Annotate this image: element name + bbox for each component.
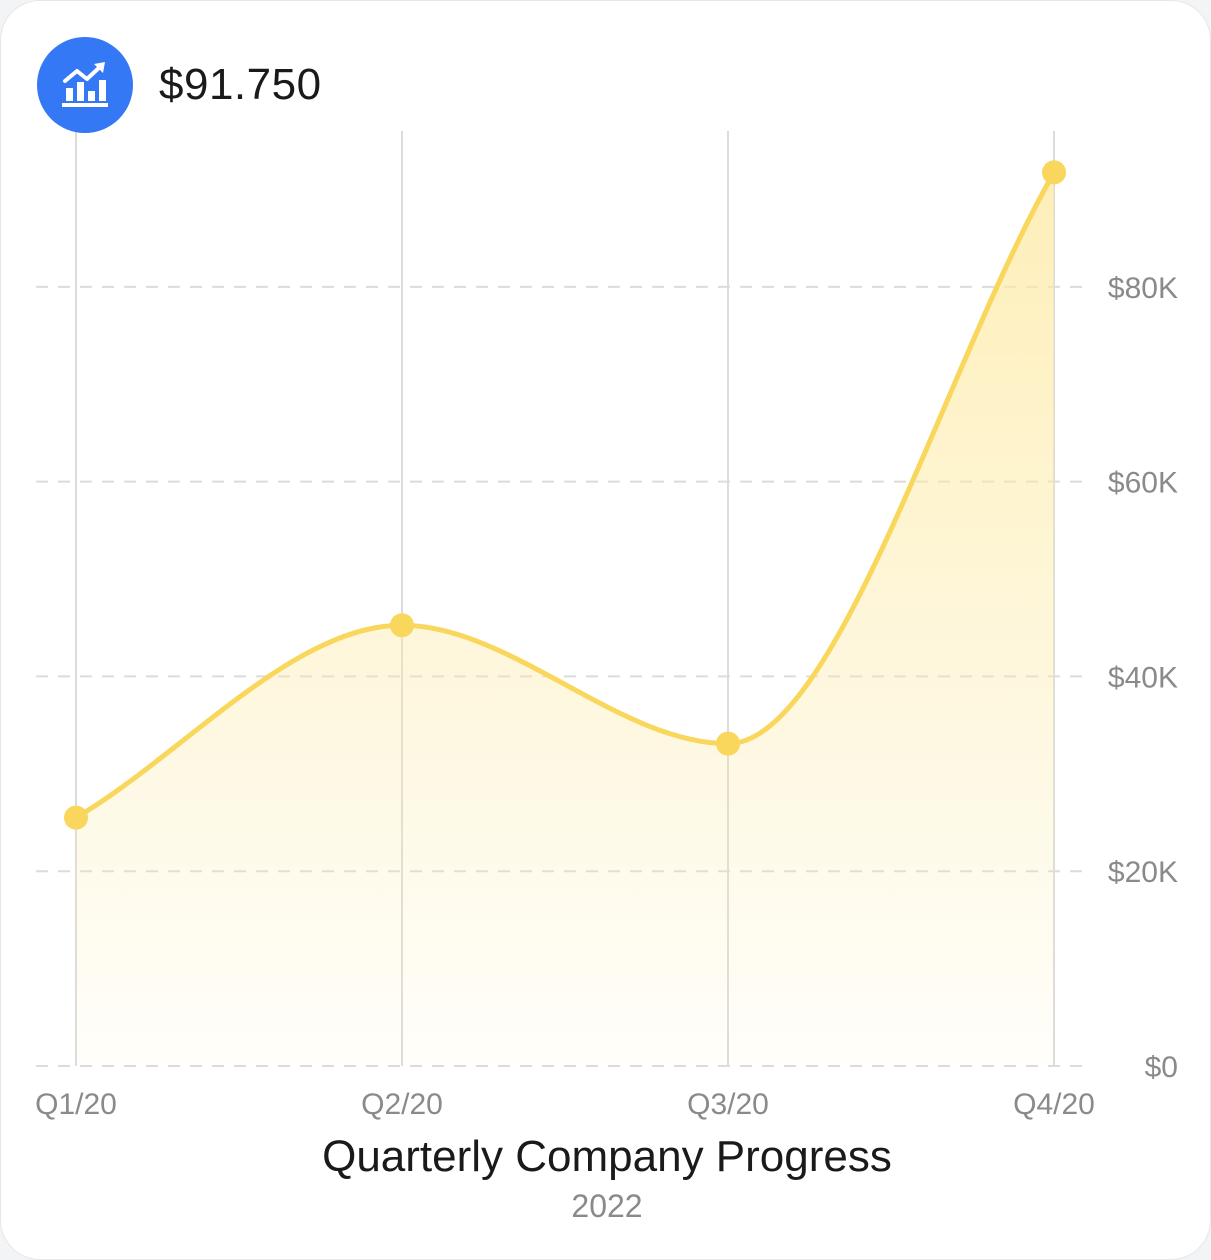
chart-subtitle: 2022 <box>571 1188 642 1224</box>
x-tick-label: Q3/20 <box>687 1088 769 1121</box>
y-tick-label: $60K <box>1108 467 1178 500</box>
chart-title: Quarterly Company Progress <box>322 1132 892 1181</box>
series-line <box>73 169 1057 821</box>
series-area <box>76 172 1054 1066</box>
y-tick-label: $20K <box>1108 856 1178 889</box>
x-tick-label: Q1/20 <box>35 1088 117 1121</box>
x-tick-label: Q2/20 <box>361 1088 443 1121</box>
y-tick-label: $40K <box>1108 661 1178 694</box>
x-tick-label: Q4/20 <box>1013 1088 1095 1121</box>
card-header: $91.750 <box>37 37 322 133</box>
data-point[interactable] <box>390 613 414 638</box>
y-tick-label: $80K <box>1108 272 1178 305</box>
data-point[interactable] <box>1042 160 1066 185</box>
total-value: $91.750 <box>159 60 322 109</box>
y-tick-label: $0 <box>1145 1051 1178 1084</box>
data-point[interactable] <box>716 731 740 756</box>
data-point[interactable] <box>64 805 88 830</box>
growth-chart-icon <box>37 37 133 133</box>
